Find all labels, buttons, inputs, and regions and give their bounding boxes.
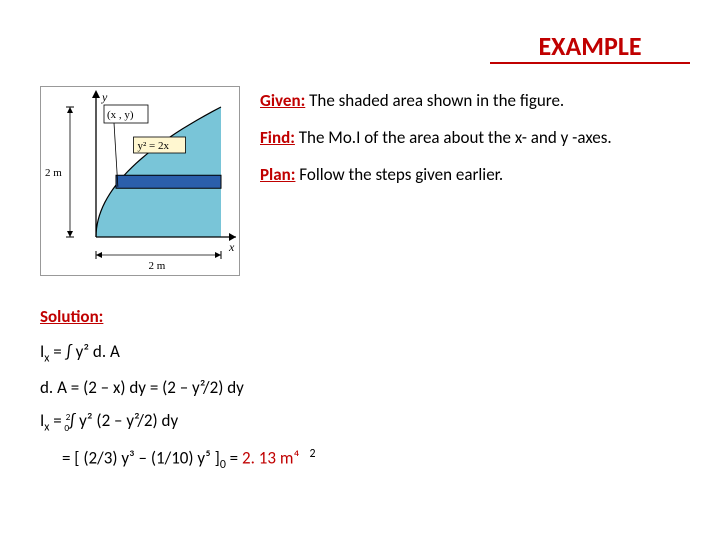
plan-text: Follow the steps given earlier. (295, 164, 503, 185)
eq1-eq: = (49, 341, 65, 362)
svg-text:2 m: 2 m (45, 167, 62, 179)
example-title: EXAMPLE (490, 30, 690, 64)
plan-label: Plan: (260, 164, 295, 185)
equation-3: Ix = 20∫ y² (2 – y²/2) dy (40, 410, 680, 434)
find-line: Find: The Mo.I of the area about the x- … (260, 127, 680, 150)
plan-line: Plan: Follow the steps given earlier. (260, 164, 680, 187)
find-text: The Mo.I of the area about the x- and y … (295, 127, 612, 148)
equation-4: = [ (2/3) y³ – (1/10) y⁵ ]0 = 2. 13 m⁴2 (40, 447, 680, 472)
top-section: (x , y) y² = 2x 2 m 2 m x y Given: The shaded… (40, 86, 680, 276)
equation-2: d. A = (2 – x) dy = (2 – y²/2) dy (40, 377, 680, 398)
svg-text:y: y (101, 90, 108, 104)
eq2-lhs: d. A (40, 377, 67, 398)
figure: (x , y) y² = 2x 2 m 2 m x y (40, 86, 240, 276)
eq1-body: y² d. A (72, 341, 120, 362)
eq2-body: (2 – x) dy = (2 – y²/2) dy (83, 377, 244, 398)
eq2-eq: = (67, 377, 83, 398)
eq4-result: 2. 13 m⁴ (242, 447, 299, 468)
given-label: Given: (260, 90, 305, 111)
eq3-body: y² (2 – y²/2) dy (75, 410, 178, 431)
svg-text:(x , y): (x , y) (107, 109, 134, 121)
svg-text:2 m: 2 m (149, 260, 166, 272)
find-label: Find: (260, 127, 295, 148)
eq3-limlo: 0 (64, 422, 69, 434)
problem-statement: Given: The shaded area shown in the figu… (260, 86, 680, 276)
equation-1: Ix = ∫ y² d. A (40, 341, 680, 365)
solution-section: Solution: Ix = ∫ y² d. A d. A = (2 – x) … (40, 306, 680, 472)
svg-text:x: x (228, 240, 235, 254)
solution-label: Solution: (40, 306, 103, 327)
svg-text:y² = 2x: y² = 2x (138, 140, 170, 152)
eq4-pre: = [ (2/3) y³ – (1/10) y⁵ ] (62, 447, 220, 468)
figure-svg: (x , y) y² = 2x 2 m 2 m x y (41, 87, 241, 277)
eq4-supafter: 2 (309, 447, 315, 461)
given-line: Given: The shaded area shown in the figu… (260, 90, 680, 113)
eq4-post: = (226, 447, 242, 468)
given-text: The shaded area shown in the figure. (305, 90, 564, 111)
